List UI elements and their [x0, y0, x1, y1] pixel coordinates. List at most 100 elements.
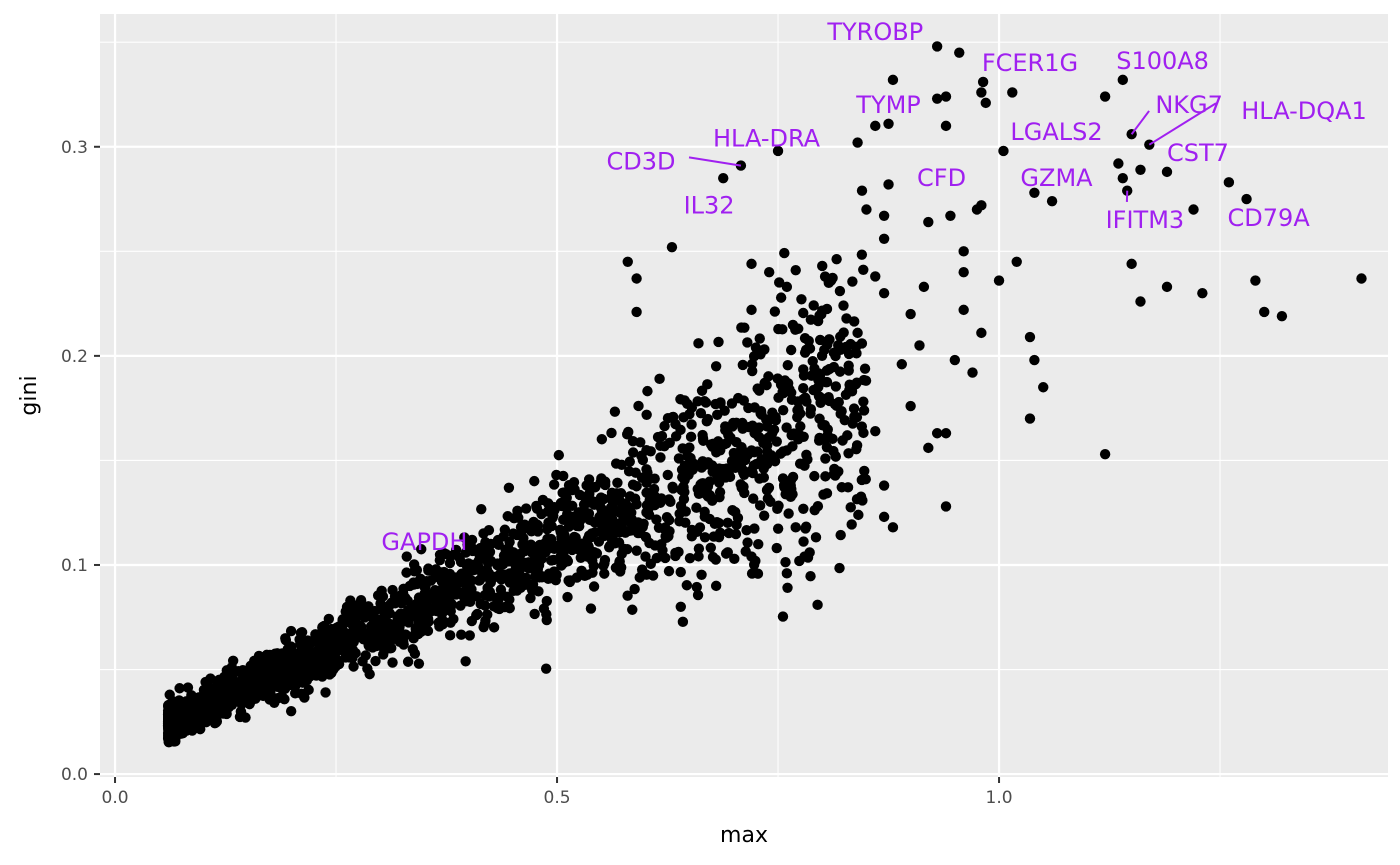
cloud-point: [645, 446, 656, 457]
cloud-point: [546, 555, 557, 566]
outlier-point: [958, 267, 969, 278]
cloud-point: [805, 314, 817, 325]
cloud-point: [186, 719, 197, 730]
cloud-point: [779, 247, 790, 259]
cloud-point: [194, 693, 206, 704]
cloud-point: [607, 514, 618, 525]
cloud-point: [680, 517, 691, 528]
cloud-point: [705, 542, 716, 553]
cloud-point: [173, 695, 185, 706]
outlier-point: [905, 308, 916, 320]
cloud-point: [466, 584, 477, 595]
outlier-point: [940, 428, 952, 439]
gene-label-tyrobp: TYROBP: [826, 18, 923, 46]
cloud-point: [796, 294, 807, 305]
cloud-point: [390, 598, 401, 609]
cloud-point: [707, 551, 719, 563]
cloud-point: [564, 575, 576, 586]
cloud-point: [445, 550, 457, 561]
cloud-point: [623, 466, 635, 477]
cloud-point: [182, 682, 194, 693]
cloud-point: [701, 416, 712, 427]
outlier-point: [1038, 382, 1049, 393]
cloud-point: [714, 486, 726, 498]
cloud-point: [800, 394, 811, 406]
cloud-point: [838, 300, 849, 311]
outlier-point: [980, 97, 991, 109]
x-axis-title: max: [720, 823, 768, 848]
cloud-point: [413, 592, 425, 603]
cloud-point: [699, 506, 710, 518]
cloud-point: [627, 447, 639, 458]
cloud-point: [303, 684, 314, 696]
cloud-point: [798, 307, 809, 319]
cloud-point: [697, 456, 708, 467]
cloud-point: [704, 476, 715, 487]
cloud-point: [357, 656, 368, 667]
cloud-point: [276, 691, 288, 702]
gene-label-gzma: GZMA: [1020, 164, 1093, 192]
cloud-point: [667, 412, 678, 423]
cloud-point: [775, 292, 787, 303]
gene-label-cd79a: CD79A: [1228, 204, 1311, 232]
outlier-point: [914, 340, 925, 351]
cloud-point: [843, 348, 855, 360]
cloud-point: [244, 696, 256, 708]
labeled-point: [772, 145, 784, 157]
cloud-point: [785, 344, 797, 356]
cloud-point: [609, 406, 621, 417]
cloud-point: [837, 435, 848, 446]
cloud-point: [812, 599, 823, 611]
cloud-point: [830, 450, 841, 462]
cloud-point: [805, 570, 816, 582]
cloud-point: [543, 568, 555, 579]
outlier-point: [799, 551, 810, 562]
outlier-point: [746, 304, 757, 316]
cloud-point: [214, 703, 225, 714]
cloud-point: [413, 658, 425, 669]
cloud-point: [589, 482, 601, 493]
cloud-point: [798, 503, 809, 514]
cloud-point: [795, 421, 806, 432]
outlier-point: [958, 246, 969, 257]
cloud-point: [520, 503, 532, 514]
cloud-point: [742, 537, 753, 548]
outlier-point: [1029, 354, 1040, 366]
cloud-point: [495, 584, 507, 595]
cloud-point: [609, 538, 621, 549]
outlier-point: [870, 425, 881, 437]
cloud-point: [652, 431, 664, 443]
cloud-point: [543, 517, 554, 528]
cloud-point: [762, 458, 773, 470]
cloud-point: [488, 622, 500, 633]
cloud-point: [508, 512, 520, 524]
cloud-point: [317, 623, 328, 634]
cloud-point: [763, 371, 774, 382]
cloud-point: [387, 657, 398, 668]
cloud-point: [504, 594, 515, 605]
cloud-point: [624, 516, 635, 527]
cloud-point: [629, 583, 640, 595]
cloud-point: [754, 473, 765, 484]
outlier-point: [710, 580, 722, 592]
cloud-point: [800, 521, 812, 532]
cloud-point: [810, 532, 822, 543]
outlier-point: [825, 275, 837, 286]
cloud-point: [823, 392, 834, 403]
outlier-point: [1117, 172, 1128, 184]
cloud-point: [851, 348, 862, 359]
cloud-point: [748, 493, 759, 504]
cloud-point: [411, 564, 423, 576]
cloud-point: [722, 517, 733, 528]
outlier-point: [878, 287, 890, 299]
cloud-point: [275, 672, 286, 683]
cloud-point: [509, 558, 520, 569]
cloud-point: [845, 502, 856, 513]
cloud-point: [450, 589, 462, 600]
labeled-point: [977, 76, 989, 88]
cloud-point: [595, 496, 606, 507]
outlier-point: [878, 233, 890, 244]
cloud-point: [347, 644, 358, 655]
cloud-point: [541, 614, 552, 626]
cloud-point: [195, 723, 206, 735]
